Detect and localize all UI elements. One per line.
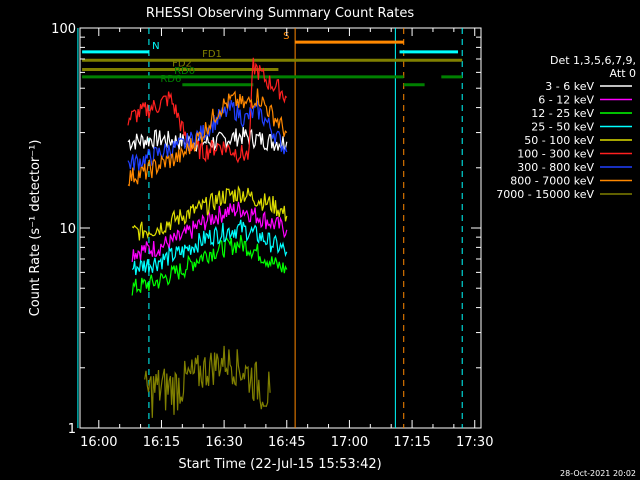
series-line — [127, 57, 288, 164]
series-line — [144, 345, 271, 418]
x-tick-label: 16:30 — [205, 435, 242, 450]
legend-entry-label: 100 - 300 keV — [517, 148, 594, 161]
y-tick-label: 10 — [59, 222, 76, 237]
legend-entry-label: 6 - 12 keV — [538, 94, 594, 107]
series-line — [131, 219, 288, 276]
x-tick-label: 16:00 — [80, 435, 117, 450]
series-line — [127, 99, 288, 171]
y-tick-label: 1 — [68, 422, 76, 437]
legend-entry-label: 800 - 7000 keV — [510, 175, 594, 188]
legend-entry-label: 7000 - 15000 keV — [496, 188, 594, 201]
y-axis-label: Count Rate (s⁻¹ detector⁻¹) — [28, 140, 43, 317]
vertical-markers — [77, 28, 463, 428]
x-tick-label: 17:30 — [456, 435, 493, 450]
legend-entry-label: 25 - 50 keV — [531, 121, 594, 134]
series-line — [127, 88, 288, 187]
series-line — [127, 126, 288, 152]
series-line — [131, 234, 288, 296]
legend-header: Det 1,3,5,6,7,9, — [550, 54, 636, 67]
series-line — [131, 185, 288, 241]
annotation-label: RD0 — [174, 66, 195, 77]
legend-entry-label: 3 - 6 keV — [545, 80, 594, 93]
y-axis-ticks: 1 10 100 — [51, 22, 481, 437]
annotation-label: N — [152, 41, 159, 52]
annotation-label: FD2 — [172, 59, 192, 70]
annotation-label: FD1 — [202, 49, 222, 60]
x-axis-ticks: 16:00 16:15 16:30 16:45 17:00 17:15 17:30 — [80, 28, 493, 450]
series-line — [131, 201, 288, 262]
annotation-label: RD6 — [160, 74, 181, 85]
legend-entry-label: 50 - 100 keV — [524, 134, 594, 147]
legend-entry-label: 12 - 25 keV — [531, 107, 594, 120]
legend-header: Att 0 — [610, 67, 636, 80]
series-group — [127, 57, 288, 418]
y-tick-label: 100 — [51, 22, 76, 37]
chart-title: RHESSI Observing Summary Count Rates — [146, 6, 415, 21]
annotation-label: S — [283, 31, 289, 42]
x-tick-label: 17:00 — [331, 435, 368, 450]
x-tick-label: 17:15 — [393, 435, 430, 450]
x-tick-label: 16:15 — [143, 435, 180, 450]
x-axis-label: Start Time (22-Jul-15 15:53:42) — [178, 457, 381, 472]
x-tick-label: 16:45 — [268, 435, 305, 450]
legend-entry-label: 300 - 800 keV — [517, 161, 594, 174]
timestamp-footer: 28-Oct-2021 20:02 — [560, 469, 636, 478]
